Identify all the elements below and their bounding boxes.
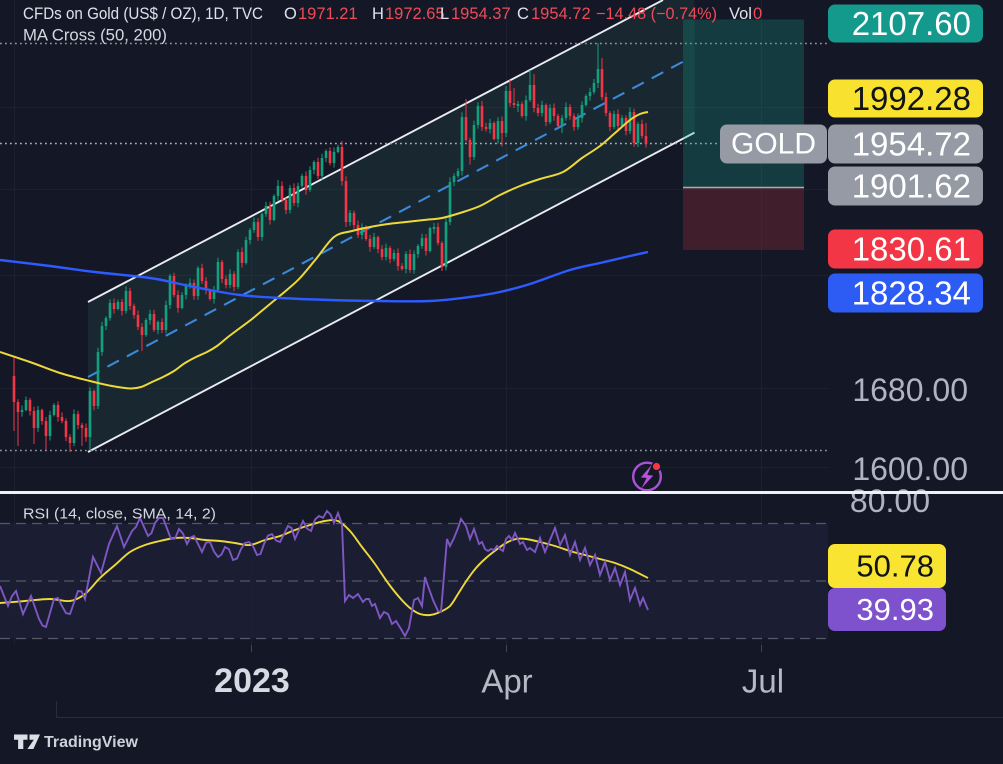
svg-text:1901.62: 1901.62 [852, 168, 971, 205]
svg-text:H: H [372, 5, 384, 23]
svg-text:1600.00: 1600.00 [852, 451, 968, 487]
svg-text:Jul: Jul [742, 663, 784, 700]
svg-text:39.93: 39.93 [856, 592, 934, 627]
svg-text:0: 0 [753, 5, 762, 23]
svg-text:2107.60: 2107.60 [852, 5, 971, 42]
svg-text:50.78: 50.78 [856, 549, 934, 584]
svg-text:TradingView: TradingView [44, 734, 139, 751]
svg-text:1992.28: 1992.28 [852, 80, 971, 117]
svg-text:2023: 2023 [214, 662, 290, 700]
svg-text:1972.65: 1972.65 [385, 5, 445, 23]
svg-text:1830.61: 1830.61 [852, 231, 971, 268]
svg-text:1954.72: 1954.72 [852, 126, 971, 163]
svg-text:1680.00: 1680.00 [852, 372, 968, 408]
svg-text:1954.37: 1954.37 [451, 5, 511, 23]
svg-text:C: C [517, 5, 529, 23]
svg-text:O: O [284, 5, 297, 23]
svg-text:80.00: 80.00 [850, 483, 930, 519]
svg-text:MA Cross (50, 200): MA Cross (50, 200) [23, 27, 167, 45]
svg-text:CFDs on Gold (US$ / OZ), 1D, T: CFDs on Gold (US$ / OZ), 1D, TVC [23, 5, 263, 23]
svg-text:−14.48 (−0.74%): −14.48 (−0.74%) [596, 5, 717, 23]
svg-text:1971.21: 1971.21 [298, 5, 358, 23]
svg-text:L: L [440, 5, 449, 23]
svg-text:GOLD: GOLD [731, 128, 816, 161]
svg-text:Vol: Vol [729, 5, 752, 23]
svg-text:RSI (14, close, SMA, 14, 2): RSI (14, close, SMA, 14, 2) [23, 506, 216, 523]
svg-text:1954.72: 1954.72 [531, 5, 591, 23]
svg-text:Apr: Apr [481, 663, 532, 700]
svg-text:1828.34: 1828.34 [852, 275, 971, 312]
